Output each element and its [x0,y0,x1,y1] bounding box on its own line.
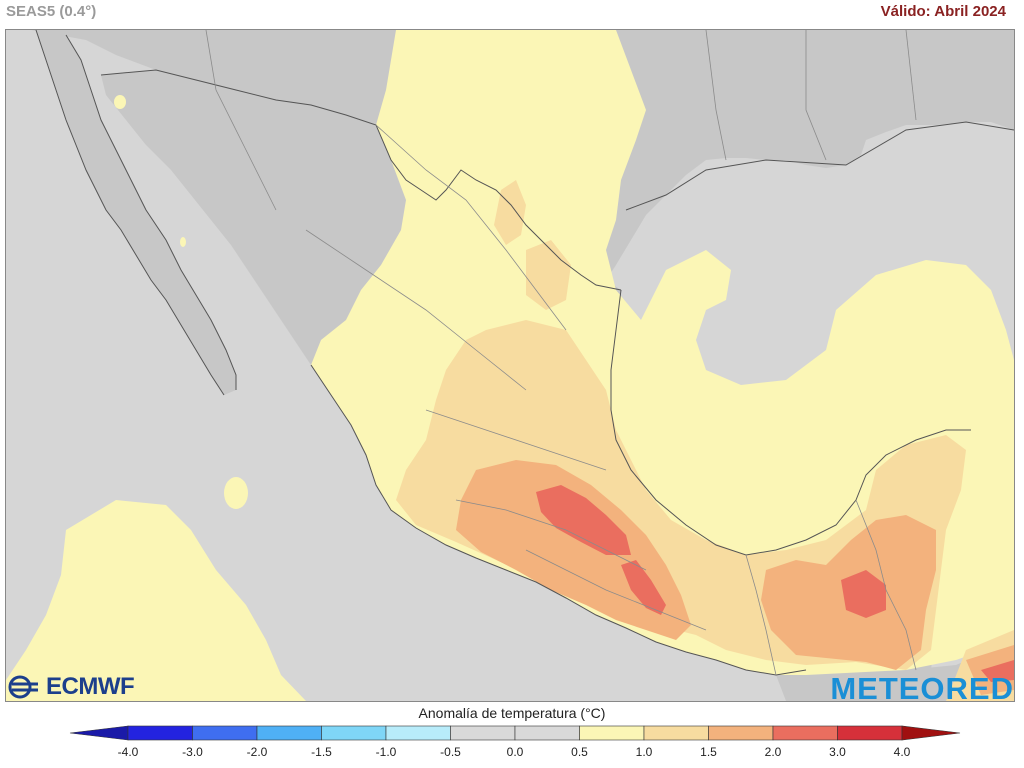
colorbar-segment [192,725,258,741]
anomaly-2.0-3.0 [536,485,1014,682]
colorbar-tick-label: 0.5 [571,745,588,759]
colorbar-segment [772,725,838,741]
legend-title: Anomalía de temperatura (°C) [418,705,606,721]
meteored-logo: METEORED [830,671,1014,706]
valid-date-label: Válido: Abril 2024 [880,3,1006,20]
ecmwf-swirl-icon [8,675,38,699]
colorbar-segment [321,725,387,741]
ecmwf-logo-text: ECMWF [46,673,135,700]
colorbar-segment [127,725,193,741]
ecmwf-logo: ECMWF [8,673,135,700]
colorbar-tick-label: -3.0 [182,745,203,759]
colorbar-segment [514,725,580,741]
colorbar-tick-label: 1.0 [636,745,653,759]
colorbar-tick-label: 2.0 [765,745,782,759]
colorbar-segment [579,725,645,741]
colorbar-tick-label: 1.5 [700,745,717,759]
colorbar-tick-label: 4.0 [894,745,911,759]
colorbar-segment [450,725,516,741]
colorbar-segment [643,725,709,741]
colorbar-tick-label: 0.0 [507,745,524,759]
internal-state-borders [205,30,917,676]
colorbar-tick-label: -1.5 [311,745,332,759]
colorbar: -4.0 -3.0 -2.0 -1.5 -1.0 -0.5 0.0 0.5 1.0 1.5 2.0 3… [69,725,961,759]
colorbar-tick-label: -1.0 [376,745,397,759]
colorbar-tick-label: -4.0 [118,745,139,759]
colorbar-segment [837,725,903,741]
colorbar-arrow-high [901,725,961,741]
colorbar-arrow-low [69,725,129,741]
colorbar-segment [385,725,451,741]
colorbar-segment [708,725,774,741]
baja-california-land [36,30,236,395]
model-label: SEAS5 (0.4°) [6,3,97,20]
temperature-anomaly-map [5,29,1015,702]
colorbar-tick-label: -2.0 [247,745,268,759]
colorbar-tick-label: 3.0 [829,745,846,759]
country-and-state-borders [35,30,1014,676]
colorbar-tick-label: -0.5 [440,745,461,759]
colorbar-segment [256,725,322,741]
